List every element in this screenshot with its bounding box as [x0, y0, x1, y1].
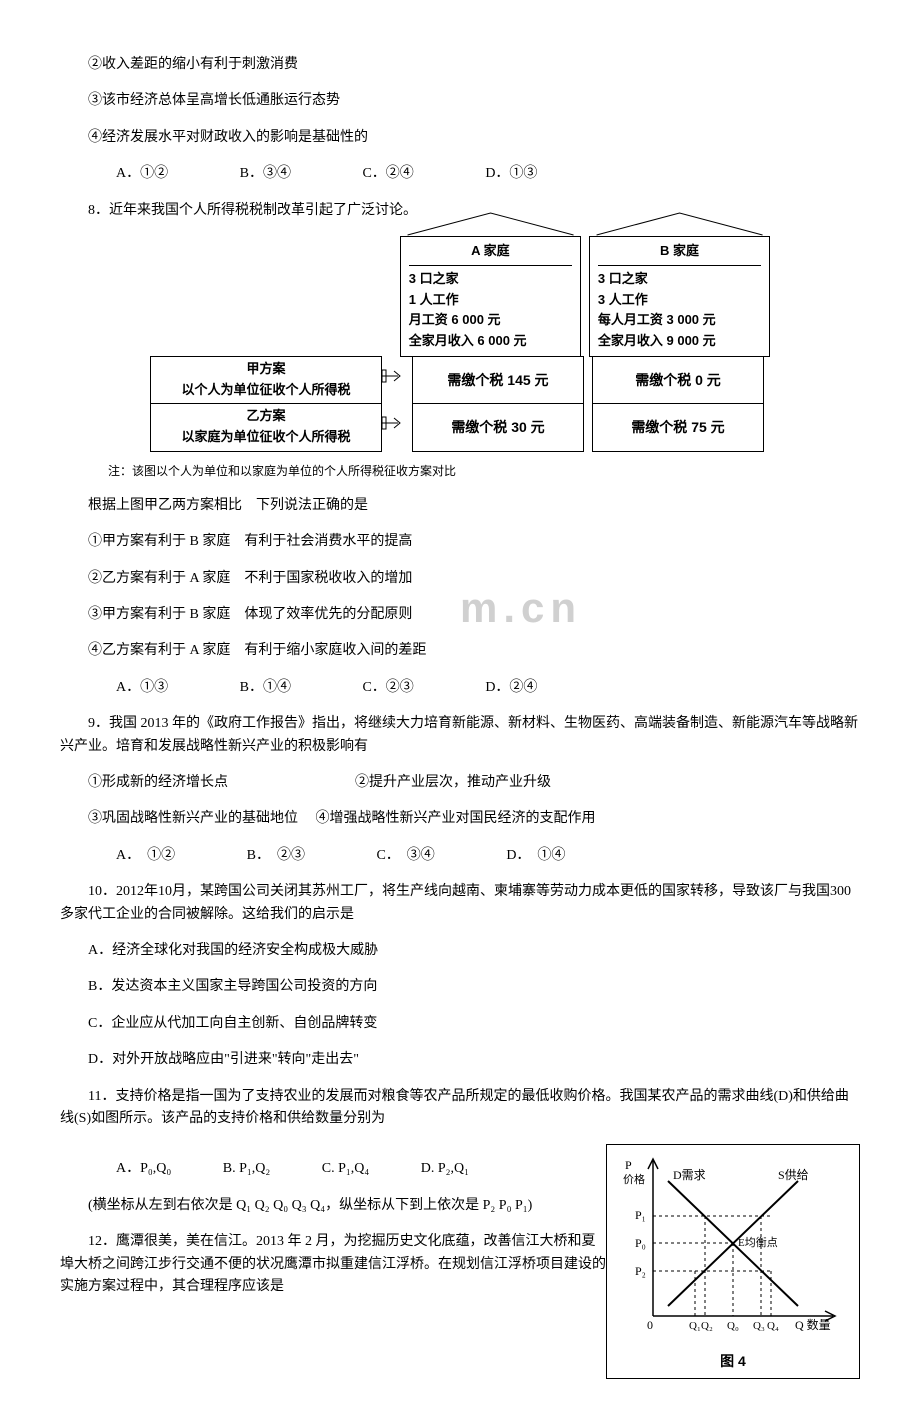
q11-optC: C. P₁,Q₄ — [294, 1158, 370, 1180]
plan2-name: 乙方案 — [151, 406, 381, 427]
supply-demand-chart: P 价格 D需求 S供给 E均衡点 P₁ P₀ P₂ 0 Q₁ Q₂ Q₀ Q₃… — [606, 1144, 860, 1379]
svg-text:Q₁: Q₁ — [689, 1320, 701, 1332]
q11-optD: D. P₂,Q₁ — [393, 1158, 469, 1180]
svg-text:D需求: D需求 — [673, 1168, 706, 1182]
q9-optB: B． ②③ — [219, 845, 305, 867]
house-a-l1: 3 口之家 — [409, 269, 572, 290]
q9-optC: C． ③④ — [348, 845, 434, 867]
q8-optC: C．②③ — [334, 677, 413, 699]
q11-optA: A．P₀,Q₀ — [88, 1158, 171, 1180]
plan2-desc: 以家庭为单位征收个人所得税 — [151, 427, 381, 448]
house-b: B 家庭 3 口之家 3 人工作 每人月工资 3 000 元 全家月收入 9 0… — [589, 236, 770, 357]
q8-s2: ②乙方案有利于 A 家庭 不利于国家税收收入的增加 — [60, 568, 860, 590]
q8-optB: B．①④ — [212, 677, 291, 699]
svg-text:价格: 价格 — [623, 1172, 645, 1186]
svg-text:P₀: P₀ — [635, 1236, 646, 1250]
plan1-cell-a: 需缴个税 145 元 — [412, 356, 584, 404]
svg-text:Q₀: Q₀ — [727, 1320, 739, 1332]
q7-optD: D．①③ — [457, 163, 537, 185]
q9-s34: ③巩固战略性新兴产业的基础地位 ④增强战略性新兴产业对国民经济的支配作用 — [60, 808, 860, 830]
q8-s4: ④乙方案有利于 A 家庭 有利于缩小家庭收入间的差距 — [60, 640, 860, 662]
plan1-cell-b: 需缴个税 0 元 — [592, 356, 764, 404]
house-b-l2: 3 人工作 — [598, 290, 761, 311]
q9-s3: ③巩固战略性新兴产业的基础地位 — [88, 811, 298, 826]
q11-stem: 11．支持价格是指一国为了支持农业的发展而对粮食等农产品所规定的最低收购价格。我… — [60, 1086, 860, 1131]
q9-optA: A． ①② — [88, 845, 175, 867]
q12-stem: 12．鹰潭很美，美在信江。2013 年 2 月，为挖掘历史文化底蕴，改善信江大桥… — [60, 1231, 606, 1298]
house-b-title: B 家庭 — [598, 241, 761, 266]
house-a-title: A 家庭 — [409, 241, 572, 266]
arrow-icon — [382, 403, 404, 451]
svg-text:Q₂: Q₂ — [701, 1320, 713, 1332]
q8-options: A．①③ B．①④ C．②③ D．②④ — [60, 677, 860, 699]
q7-optB: B．③④ — [212, 163, 291, 185]
q8-prompt: 根据上图甲乙两方案相比 下列说法正确的是 — [60, 495, 860, 517]
q11-paren: (横坐标从左到右依次是 Q₁ Q₂ Q₀ Q₃ Q₄，纵坐标从下到上依次是 P₂… — [60, 1195, 606, 1217]
q8-optD: D．②④ — [457, 677, 537, 699]
q9-s4: ④增强战略性新兴产业对国民经济的支配作用 — [316, 811, 596, 826]
tax-diagram: A 家庭 3 口之家 1 人工作 月工资 6 000 元 全家月收入 6 000… — [150, 236, 770, 452]
plan1-name: 甲方案 — [151, 359, 381, 380]
plan1-desc: 以个人为单位征收个人所得税 — [151, 380, 381, 401]
q7-options: A．①② B．③④ C．②④ D．①③ — [60, 163, 860, 185]
plan1-label: 甲方案 以个人为单位征收个人所得税 — [150, 356, 382, 404]
q7-stmt3: ③该市经济总体呈高增长低通胀运行态势 — [60, 90, 860, 112]
house-a-l3: 月工资 6 000 元 — [409, 310, 572, 331]
roof-icon — [401, 211, 580, 237]
q8-optA: A．①③ — [88, 677, 168, 699]
house-b-l3: 每人月工资 3 000 元 — [598, 310, 761, 331]
q9-options: A． ①② B． ②③ C． ③④ D． ①④ — [60, 845, 860, 867]
svg-text:Q₃: Q₃ — [753, 1320, 765, 1332]
q9-optD: D． ①④ — [478, 845, 565, 867]
chart-caption: 图 4 — [613, 1350, 853, 1372]
house-a-l4: 全家月收入 6 000 元 — [409, 331, 572, 352]
svg-text:P₂: P₂ — [635, 1264, 646, 1278]
q10-stem: 10．2012年10月，某跨国公司关闭其苏州工厂，将生产线向越南、柬埔寨等劳动力… — [60, 881, 860, 926]
q10-a: A．经济全球化对我国的经济安全构成极大威胁 — [60, 940, 860, 962]
q7-optC: C．②④ — [334, 163, 413, 185]
roof-icon — [590, 211, 769, 237]
svg-text:0: 0 — [647, 1318, 653, 1332]
q9-s1: ①形成新的经济增长点 — [88, 775, 228, 790]
q10-b: B．发达资本主义国家主导跨国公司投资的方向 — [60, 976, 860, 998]
svg-text:Q 数量: Q 数量 — [795, 1317, 831, 1332]
svg-text:E均衡点: E均衡点 — [738, 1236, 778, 1249]
plan2-cell-b: 需缴个税 75 元 — [592, 403, 764, 451]
svg-text:Q₄: Q₄ — [767, 1320, 779, 1332]
q7-stmt2: ②收入差距的缩小有利于刺激消费 — [60, 54, 860, 76]
q11-options: A．P₀,Q₀ B. P₁,Q₂ C. P₁,Q₄ D. P₂,Q₁ — [60, 1158, 606, 1180]
q10-d: D．对外开放战略应由"引进来"转向"走出去" — [60, 1049, 860, 1071]
plan2-cell-a: 需缴个税 30 元 — [412, 403, 584, 451]
q11-optB: B. P₁,Q₂ — [195, 1158, 271, 1180]
q9-stem: 9．我国 2013 年的《政府工作报告》指出，将继续大力培育新能源、新材料、生物… — [60, 713, 860, 758]
q10-c: C．企业应从代加工向自主创新、自创品牌转变 — [60, 1013, 860, 1035]
q9-s2: ②提升产业层次，推动产业升级 — [355, 775, 551, 790]
q7-optA: A．①② — [88, 163, 168, 185]
svg-text:S供给: S供给 — [778, 1168, 809, 1182]
y-axis-label: P — [625, 1158, 632, 1172]
house-a: A 家庭 3 口之家 1 人工作 月工资 6 000 元 全家月收入 6 000… — [400, 236, 581, 357]
svg-text:P₁: P₁ — [635, 1208, 646, 1222]
house-a-l2: 1 人工作 — [409, 290, 572, 311]
q8-s1: ①甲方案有利于 B 家庭 有利于社会消费水平的提高 — [60, 531, 860, 553]
q9-s12: ①形成新的经济增长点 ②提升产业层次，推动产业升级 — [60, 772, 860, 794]
house-b-l1: 3 口之家 — [598, 269, 761, 290]
house-b-l4: 全家月收入 9 000 元 — [598, 331, 761, 352]
arrow-icon — [382, 356, 404, 404]
q8-s3: ③甲方案有利于 B 家庭 体现了效率优先的分配原则 — [60, 604, 860, 626]
q8-note: 注：该图以个人为单位和以家庭为单位的个人所得税征收方案对比 — [60, 462, 860, 481]
plan2-label: 乙方案 以家庭为单位征收个人所得税 — [150, 403, 382, 451]
q7-stmt4: ④经济发展水平对财政收入的影响是基础性的 — [60, 127, 860, 149]
